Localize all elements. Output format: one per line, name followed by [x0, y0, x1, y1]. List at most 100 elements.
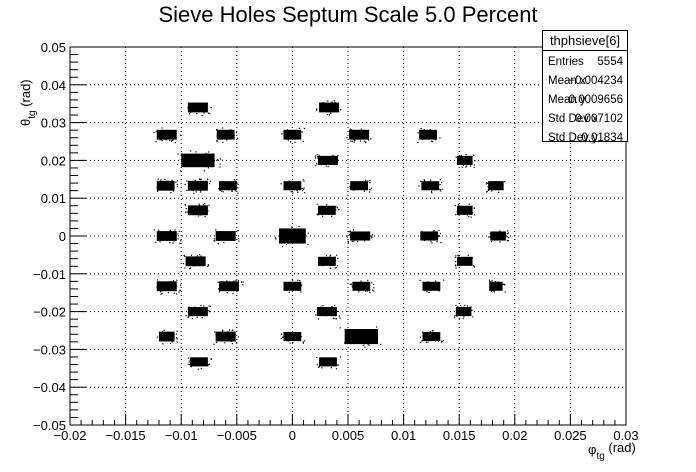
data-point	[428, 291, 430, 294]
data-point	[329, 267, 332, 269]
data-point	[304, 235, 306, 237]
data-point	[457, 308, 459, 310]
data-point	[321, 213, 324, 215]
data-point	[328, 207, 330, 209]
data-point	[227, 283, 229, 285]
data-point	[242, 281, 244, 283]
data-point	[222, 132, 224, 135]
data-point	[206, 102, 208, 104]
data-point	[281, 246, 284, 248]
sieve-hole-cluster	[153, 127, 182, 144]
data-point	[332, 110, 334, 112]
data-point	[460, 304, 462, 307]
data-point	[349, 186, 351, 188]
data-point	[159, 339, 161, 341]
sieve-hole-cluster	[156, 329, 178, 345]
data-point	[330, 215, 333, 217]
data-point	[213, 343, 215, 345]
data-point	[226, 184, 228, 186]
data-point	[473, 164, 475, 166]
data-point	[219, 189, 221, 192]
data-point	[189, 267, 192, 269]
data-point	[285, 244, 288, 246]
sieve-hole-cluster	[176, 150, 222, 172]
data-point	[471, 156, 473, 158]
stats-row: Mean y 0.0009656	[543, 91, 627, 110]
data-point	[287, 340, 289, 342]
sieve-hole-cluster	[316, 356, 341, 370]
data-point	[228, 237, 231, 239]
cluster-core	[319, 357, 337, 367]
data-point	[300, 285, 302, 287]
data-point	[193, 265, 195, 267]
data-point	[285, 131, 287, 133]
data-point	[283, 134, 285, 136]
data-point	[470, 257, 472, 259]
data-point	[176, 338, 178, 340]
data-point	[466, 214, 468, 216]
x-axis-label-unit: (rad)	[605, 440, 636, 455]
data-point	[337, 257, 339, 260]
data-point	[325, 106, 328, 108]
data-point	[230, 184, 232, 186]
data-point	[236, 182, 238, 184]
data-point	[161, 336, 163, 338]
data-point	[158, 281, 160, 283]
cluster-core	[319, 102, 340, 113]
data-point	[496, 231, 498, 234]
data-point	[320, 164, 322, 166]
data-point	[220, 183, 222, 185]
data-point	[208, 305, 210, 307]
data-point	[302, 234, 304, 236]
data-point	[173, 240, 175, 242]
data-point	[471, 161, 473, 163]
sieve-hole-cluster	[283, 279, 303, 294]
y-tick-label: 0.04	[41, 78, 66, 93]
data-point	[366, 289, 368, 291]
x-tick-label: −0.015	[106, 428, 146, 443]
data-point	[296, 288, 298, 290]
data-point	[196, 184, 198, 187]
data-point	[204, 310, 206, 312]
data-point	[471, 309, 473, 311]
data-point	[208, 311, 210, 313]
data-point	[222, 187, 224, 189]
x-axis-label-sub: tg	[596, 451, 604, 462]
data-point	[370, 187, 372, 189]
data-point	[465, 166, 467, 168]
axis-ticks	[69, 46, 627, 426]
data-point	[488, 236, 490, 238]
data-point	[424, 180, 426, 182]
data-point	[292, 279, 294, 281]
data-point	[303, 127, 306, 129]
data-point	[179, 289, 181, 292]
data-point	[188, 316, 190, 318]
sieve-hole-cluster	[418, 179, 443, 194]
data-point	[319, 163, 322, 165]
data-point	[164, 232, 166, 234]
data-point	[323, 363, 326, 365]
data-point	[235, 190, 237, 192]
data-point	[198, 215, 200, 217]
data-point	[362, 331, 364, 333]
data-point	[461, 162, 463, 164]
cluster-core	[317, 155, 338, 165]
data-point	[196, 112, 198, 115]
data-point	[184, 203, 186, 206]
data-point	[200, 181, 202, 183]
data-point	[351, 140, 353, 142]
data-point	[468, 311, 470, 313]
data-point	[292, 285, 294, 287]
data-point	[435, 187, 438, 189]
data-point	[286, 282, 288, 284]
data-point	[419, 336, 422, 338]
cluster-core	[349, 129, 370, 140]
data-point	[233, 179, 235, 181]
data-point	[225, 339, 227, 341]
data-point	[496, 238, 499, 240]
data-point	[463, 306, 465, 308]
data-point	[291, 185, 293, 187]
data-point	[366, 290, 368, 292]
data-point	[223, 242, 225, 244]
